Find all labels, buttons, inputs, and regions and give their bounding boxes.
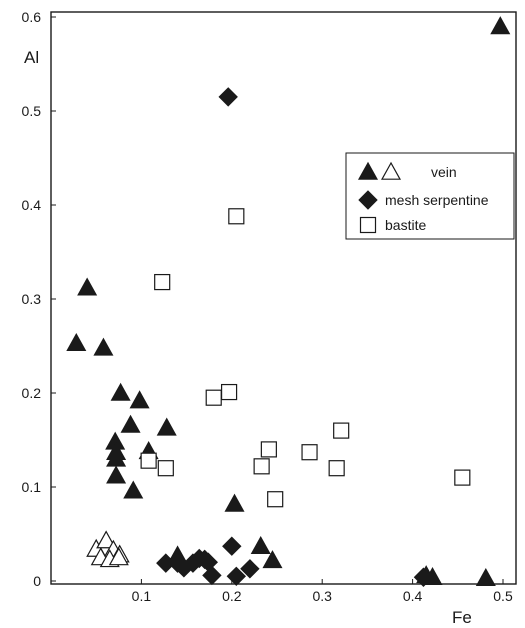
data-points xyxy=(66,16,511,587)
vein-filled-point xyxy=(123,480,144,499)
bastite-point xyxy=(253,458,270,475)
legend-open-triangle-icon xyxy=(380,161,402,180)
vein-filled-point xyxy=(250,535,271,555)
legend-label: vein xyxy=(431,164,457,180)
mesh-serpentine-point xyxy=(226,566,247,587)
bastite-point xyxy=(301,444,318,461)
vein-open-point xyxy=(96,530,117,549)
x-tick-label: 0.1 xyxy=(132,588,152,604)
bastite-point xyxy=(328,460,345,477)
vein-filled-point xyxy=(120,414,141,433)
vein-filled-point xyxy=(66,332,87,351)
x-tick-label: 0.4 xyxy=(403,588,423,604)
bastite-point xyxy=(220,383,238,401)
legend-filled-triangle-icon xyxy=(357,161,379,180)
legend-label: bastite xyxy=(385,217,426,233)
y-axis-ticks: 0 0.1 0.2 0.3 0.4 0.5 0.6 xyxy=(22,9,56,589)
bastite-point xyxy=(454,469,471,486)
bastite-point xyxy=(157,460,174,477)
vein-filled-point xyxy=(106,465,127,484)
x-tick-label: 0.5 xyxy=(493,588,513,604)
y-tick-label: 0.1 xyxy=(22,479,42,495)
vein-filled-point xyxy=(77,277,98,296)
mesh-serpentine-point xyxy=(218,87,238,107)
mesh-serpentine-point xyxy=(222,536,242,556)
bastite-point xyxy=(140,452,157,469)
bastite-point xyxy=(228,208,245,225)
x-axis-label: Fe xyxy=(452,608,472,627)
vein-filled-point xyxy=(129,390,150,409)
plot-area-frame xyxy=(50,11,517,585)
y-tick-label: 0.6 xyxy=(22,9,42,25)
legend-label: mesh serpentine xyxy=(385,192,489,208)
y-tick-label: 0.3 xyxy=(22,291,42,307)
vein-filled-point xyxy=(262,550,283,569)
legend-diamond-icon xyxy=(358,190,378,210)
vein-filled-point xyxy=(156,417,177,436)
x-tick-label: 0.2 xyxy=(222,588,242,604)
bastite-point xyxy=(260,441,277,458)
bastite-point xyxy=(205,389,222,406)
vein-filled-point xyxy=(224,493,245,512)
mesh-serpentine-point xyxy=(240,559,260,579)
vein-open-point xyxy=(108,547,129,566)
mesh-serpentine-point xyxy=(413,567,434,587)
y-axis-label: Al xyxy=(24,48,39,67)
bastite-point xyxy=(154,273,171,291)
y-tick-label: 0.4 xyxy=(22,197,42,213)
vein-filled-point xyxy=(490,16,511,35)
legend-square-icon xyxy=(359,216,377,234)
bastite-point xyxy=(333,422,350,439)
vein-filled-point xyxy=(93,337,114,356)
vein-filled-point xyxy=(475,567,496,586)
mesh-serpentine-point xyxy=(202,565,222,586)
vein-filled-point xyxy=(110,382,131,401)
bastite-point xyxy=(267,491,284,508)
y-tick-label: 0 xyxy=(33,573,41,589)
x-axis-ticks: 0.1 0.2 0.3 0.4 0.5 xyxy=(132,579,513,604)
y-tick-label: 0.5 xyxy=(22,103,42,119)
x-tick-label: 0.3 xyxy=(312,588,332,604)
y-tick-label: 0.2 xyxy=(22,385,42,401)
legend-items: vein mesh serpentine bastite xyxy=(357,161,489,234)
legend: vein mesh serpentine bastite xyxy=(345,152,515,240)
